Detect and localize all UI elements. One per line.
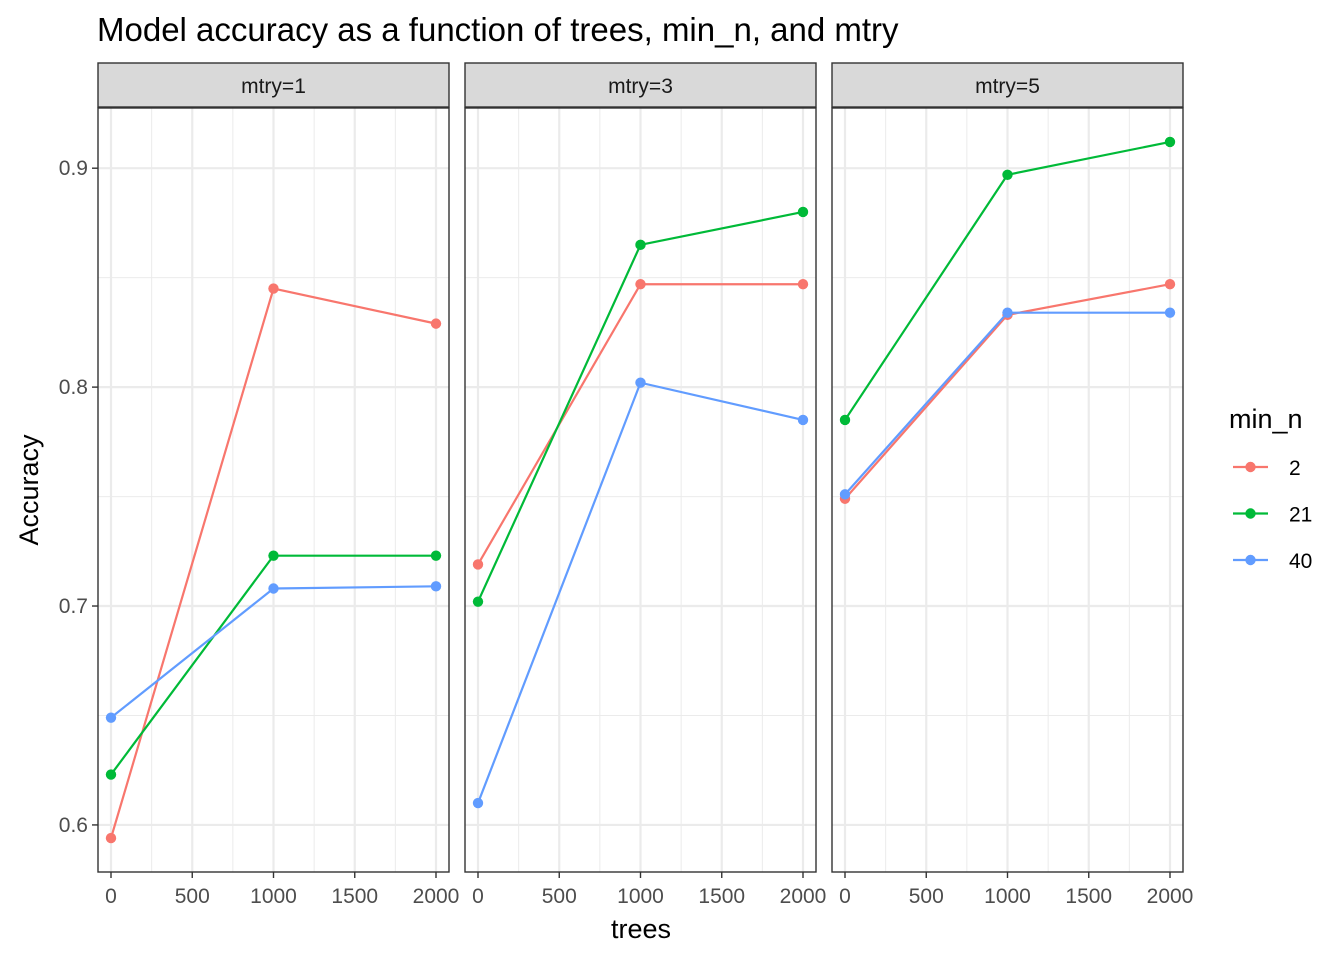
x-tick-label: 0 bbox=[472, 885, 484, 908]
y-tick-label: 0.8 bbox=[59, 376, 88, 399]
x-tick-label: 1000 bbox=[984, 885, 1031, 908]
x-tick-label: 500 bbox=[909, 885, 944, 908]
legend-entry-40: 40 bbox=[1233, 550, 1312, 573]
chart-title: Model accuracy as a function of trees, m… bbox=[97, 11, 899, 48]
y-tick-label: 0.7 bbox=[59, 595, 88, 618]
data-point-min-n-40 bbox=[268, 583, 279, 594]
data-point-min-n-21 bbox=[268, 550, 279, 561]
legend-label: 21 bbox=[1289, 504, 1312, 527]
legend-entry-2: 2 bbox=[1233, 457, 1301, 480]
legend-key-point bbox=[1245, 461, 1256, 473]
data-point-min-n-2 bbox=[1164, 279, 1176, 290]
x-tick-label: 0 bbox=[105, 885, 117, 908]
legend-label: 40 bbox=[1289, 550, 1312, 573]
data-point-min-n-40 bbox=[472, 797, 484, 809]
x-tick-label: 1000 bbox=[250, 885, 297, 908]
x-tick-label: 500 bbox=[542, 885, 577, 908]
facet-panel-2: mtry=3 0 500 1000 1500 2000 bbox=[464, 62, 827, 908]
data-point-min-n-2 bbox=[430, 318, 442, 329]
facet-strip-label: mtry=3 bbox=[608, 75, 673, 98]
x-axis-title: trees bbox=[611, 914, 671, 944]
legend-entry-21: 21 bbox=[1233, 504, 1312, 527]
legend: min_n 2 21 40 bbox=[1229, 404, 1312, 573]
data-point-min-n-21 bbox=[1164, 136, 1176, 148]
x-tick-label: 1500 bbox=[698, 885, 745, 908]
data-point-min-n-21 bbox=[839, 414, 851, 426]
data-point-min-n-21 bbox=[635, 239, 646, 251]
facet-strip bbox=[831, 62, 1184, 108]
x-tick-label: 1500 bbox=[1065, 885, 1112, 908]
data-point-min-n-2 bbox=[472, 559, 484, 570]
legend-key-point bbox=[1245, 508, 1256, 519]
x-tick-label: 1000 bbox=[617, 885, 664, 908]
facet-strip-label: mtry=5 bbox=[975, 75, 1040, 98]
data-point-min-n-40 bbox=[105, 712, 117, 723]
x-tick-label: 2000 bbox=[413, 885, 460, 908]
x-tick-label: 500 bbox=[175, 885, 210, 908]
legend-label: 2 bbox=[1289, 457, 1301, 480]
data-point-min-n-2 bbox=[635, 279, 646, 290]
data-point-min-n-2 bbox=[268, 283, 279, 294]
x-tick-label: 0 bbox=[839, 885, 851, 908]
legend-key-point bbox=[1245, 554, 1256, 566]
facet-panel-3: mtry=5 0 500 1000 1500 2000 bbox=[831, 62, 1194, 908]
data-point-min-n-21 bbox=[430, 550, 442, 561]
data-point-min-n-21 bbox=[1002, 169, 1013, 180]
facet-strip-label: mtry=1 bbox=[241, 75, 306, 98]
data-point-min-n-40 bbox=[797, 414, 809, 426]
data-point-min-n-40 bbox=[1164, 307, 1176, 318]
facet-strip bbox=[97, 62, 450, 108]
data-point-min-n-40 bbox=[635, 377, 646, 388]
data-point-min-n-40 bbox=[430, 581, 442, 592]
data-point-min-n-21 bbox=[797, 206, 809, 218]
data-point-min-n-2 bbox=[105, 832, 117, 844]
data-point-min-n-40 bbox=[1002, 307, 1013, 318]
data-point-min-n-21 bbox=[105, 769, 117, 780]
y-axis-title: Accuracy bbox=[14, 434, 44, 546]
data-point-min-n-2 bbox=[797, 279, 809, 290]
y-tick-label: 0.9 bbox=[59, 157, 88, 180]
facet-panels: mtry=1 0 500 1000 1500 2000 0.6 0.7 0.8 0.9 mtry=3… bbox=[59, 62, 1194, 908]
legend-title: min_n bbox=[1229, 404, 1303, 434]
x-tick-label: 1500 bbox=[331, 885, 378, 908]
facet-strip bbox=[464, 62, 817, 108]
x-tick-label: 2000 bbox=[1147, 885, 1194, 908]
facet-panel-1: mtry=1 0 500 1000 1500 2000 0.6 0.7 0.8 0.9 bbox=[59, 62, 460, 908]
x-tick-label: 2000 bbox=[780, 885, 827, 908]
y-tick-label: 0.6 bbox=[59, 814, 88, 837]
data-point-min-n-21 bbox=[472, 596, 484, 607]
data-point-min-n-40 bbox=[839, 489, 851, 500]
